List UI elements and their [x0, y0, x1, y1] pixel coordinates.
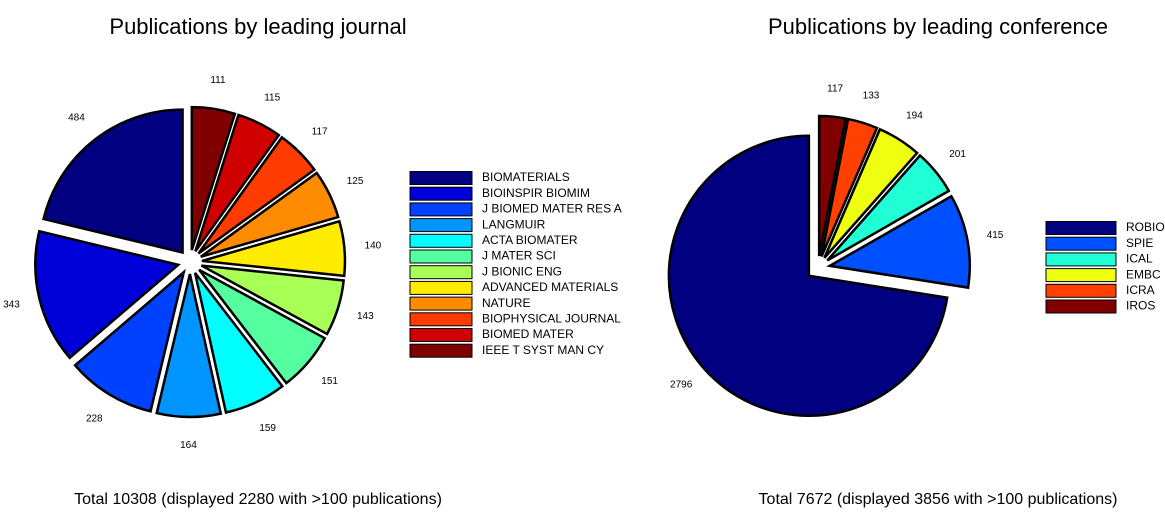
value-label: 415 [987, 230, 1004, 241]
value-label: 140 [365, 240, 382, 251]
legend-swatch [409, 312, 473, 327]
pie-slice [197, 135, 317, 255]
legend-label: J BIONIC ENG [482, 264, 562, 278]
legend-label: BIOPHYSICAL JOURNAL [482, 311, 621, 325]
legend-label: NATURE [482, 296, 530, 310]
value-label: 343 [3, 300, 20, 311]
legend-label: BIOINSPIR BIOMIM [482, 186, 590, 200]
legend-label: ICAL [1126, 252, 1153, 266]
chart-title: Publications by leading conference [768, 14, 1108, 39]
value-label: 2796 [670, 380, 693, 391]
legend-label: ADVANCED MATERIALS [482, 280, 618, 294]
value-label: 125 [347, 176, 364, 187]
pie-slice [826, 194, 972, 290]
pie-slice [190, 105, 237, 251]
legend-swatch [409, 296, 473, 311]
legend-label: IEEE T SYST MAN CY [482, 343, 604, 357]
legend-label: ICRA [1126, 283, 1155, 297]
pie-slice [155, 273, 223, 419]
chart-title: Publications by leading journal [109, 14, 406, 39]
value-label: 194 [906, 111, 923, 122]
legend-swatch [1045, 252, 1117, 267]
legend-label: J MATER SCI [482, 249, 556, 263]
legend-swatch [1045, 299, 1117, 314]
legend-swatch [409, 171, 473, 185]
value-label: 143 [357, 311, 374, 322]
legend-swatch [1045, 236, 1117, 251]
pie-slice [200, 264, 346, 336]
legend-swatch [1045, 221, 1117, 235]
legend-swatch [409, 328, 473, 342]
legend-label: BIOMED MATER [482, 327, 574, 341]
legend-swatch [409, 249, 473, 264]
chart-subtitle: Total 7672 (displayed 3856 with >100 pub… [759, 491, 1118, 508]
legend-label: J BIOMED MATER RES A [482, 202, 622, 216]
value-label: 151 [321, 376, 338, 387]
legend-swatch [1045, 268, 1117, 283]
pie-slice [826, 153, 951, 262]
legend-swatch [1045, 283, 1117, 298]
pie-slice [817, 114, 848, 257]
pie-slice [34, 229, 182, 360]
value-label: 117 [827, 83, 843, 94]
value-label: 484 [68, 112, 85, 123]
legend-swatch [409, 265, 473, 280]
value-label: 115 [264, 92, 280, 103]
pie-slice [200, 171, 340, 258]
value-label: 201 [949, 149, 966, 160]
legend-label: BIOMATERIALS [482, 170, 570, 184]
legend-label: SPIE [1126, 236, 1153, 250]
legend-swatch [409, 186, 473, 201]
pie-slice [73, 268, 186, 413]
legend-swatch [409, 280, 473, 295]
pie-slice [42, 108, 184, 255]
legend-label: ROBIO [1126, 220, 1165, 234]
legend-swatch [409, 202, 473, 217]
legend-label: ACTA BIOMATER [482, 233, 578, 247]
value-label: 117 [312, 127, 328, 138]
pie-slice [193, 272, 285, 414]
value-label: 164 [180, 440, 197, 451]
value-label: 111 [210, 75, 226, 86]
pie-slice [194, 113, 281, 253]
chart-subtitle: Total 10308 (displayed 2280 with >100 pu… [74, 491, 442, 508]
pie-slice [823, 127, 919, 259]
pie-slice [820, 117, 879, 258]
pie-slice [667, 134, 949, 418]
legend-swatch [409, 343, 473, 358]
legend-label: IROS [1126, 299, 1155, 313]
pie-slice [198, 268, 327, 385]
value-label: 228 [86, 413, 103, 424]
legend-swatch [409, 218, 473, 233]
legend-label: LANGMUIR [482, 217, 546, 231]
legend-label: EMBC [1126, 267, 1161, 281]
value-label: 133 [863, 91, 880, 102]
legend-swatch [409, 233, 473, 248]
value-label: 159 [259, 423, 276, 434]
pie-slice [201, 219, 347, 278]
